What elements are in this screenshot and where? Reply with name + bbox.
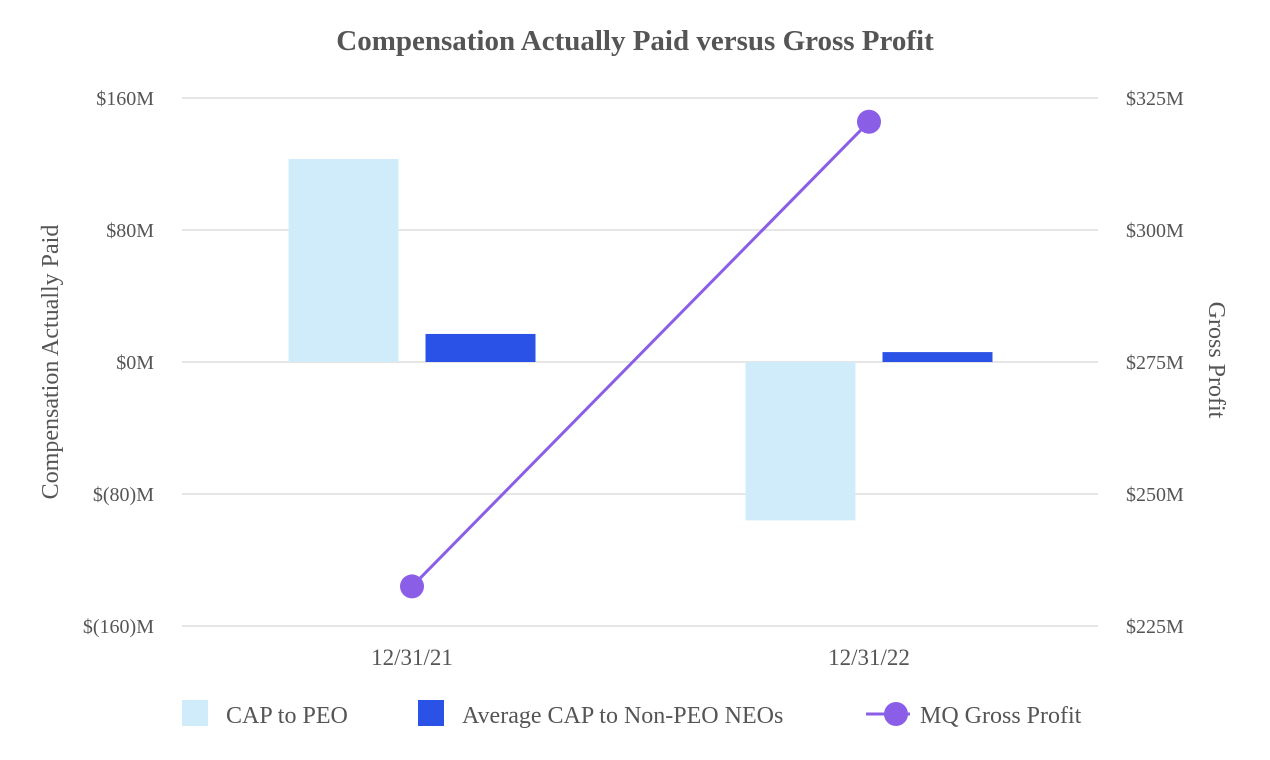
legend-item: CAP to PEO (182, 700, 348, 729)
legend: CAP to PEO Average CAP to Non-PEO NEOs MQ … (182, 700, 1082, 729)
y2-axis-title: Gross Profit (1203, 302, 1229, 419)
legend-swatch (182, 700, 208, 726)
right-axis-ticks: $325M $300M $275M $250M $225M (1126, 88, 1184, 638)
legend-label: CAP to PEO (226, 703, 348, 729)
legend-marker (884, 702, 908, 726)
x-tick-label: 12/31/21 (371, 645, 453, 670)
line-path (410, 120, 871, 588)
y2-tick-label: $225M (1126, 616, 1184, 638)
bar (745, 362, 856, 521)
y-tick-label: $160M (96, 88, 154, 110)
left-axis-ticks: $160M $80M $0M $(80)M $(160)M (83, 88, 154, 638)
x-axis-ticks: 12/31/21 12/31/22 (371, 645, 910, 670)
y-tick-label: $(80)M (93, 484, 154, 506)
line-point (857, 109, 881, 134)
bars (288, 159, 993, 521)
y-tick-label: $0M (116, 352, 154, 374)
legend-item: Average CAP to Non-PEO NEOs (418, 700, 783, 729)
line-point (400, 574, 424, 599)
x-tick-label: 12/31/22 (828, 645, 910, 670)
y2-tick-label: $325M (1126, 88, 1184, 110)
legend-swatch (418, 700, 444, 726)
bar (882, 352, 993, 362)
bar (425, 333, 536, 362)
y-axis-title: Compensation Actually Paid (38, 225, 64, 500)
legend-item: MQ Gross Profit (866, 702, 1082, 729)
y2-tick-label: $275M (1126, 352, 1184, 374)
y2-tick-label: $300M (1126, 220, 1184, 242)
legend-label: MQ Gross Profit (920, 703, 1082, 729)
y-tick-label: $80M (106, 220, 154, 242)
y2-tick-label: $250M (1126, 484, 1184, 506)
bar (288, 159, 399, 362)
y-tick-label: $(160)M (83, 616, 154, 638)
legend-label: Average CAP to Non-PEO NEOs (462, 703, 783, 729)
line-series (400, 109, 881, 599)
chart-title: Compensation Actually Paid versus Gross … (336, 25, 934, 57)
